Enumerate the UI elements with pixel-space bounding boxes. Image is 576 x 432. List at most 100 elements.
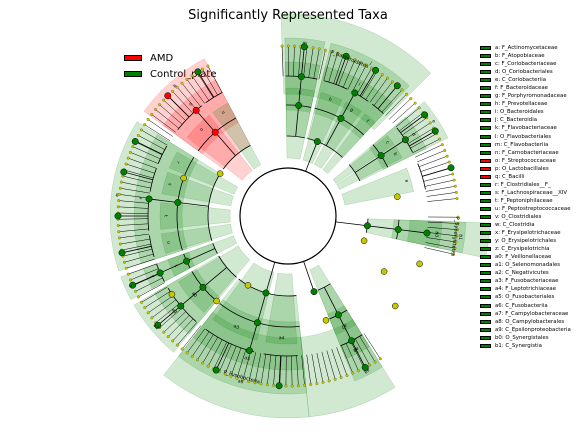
leaf-branch bbox=[147, 119, 173, 137]
leaf-node bbox=[120, 180, 123, 184]
leaf-branch bbox=[144, 124, 171, 141]
leaf-branch bbox=[121, 181, 151, 189]
leaf-node bbox=[428, 121, 432, 125]
clade-shade bbox=[109, 121, 199, 272]
leaf-node bbox=[116, 224, 120, 227]
leaf-node bbox=[453, 246, 457, 250]
clade-spoke bbox=[354, 155, 382, 173]
taxa-legend-item: r: F_Clostridiales__F_ bbox=[480, 181, 571, 189]
clade-shade bbox=[168, 151, 239, 195]
taxa-legend-swatch bbox=[480, 198, 491, 203]
leaf-branch bbox=[118, 228, 149, 232]
clade-spoke bbox=[214, 131, 236, 156]
clade-spoke bbox=[400, 114, 425, 134]
nonsignificant-node bbox=[394, 193, 401, 200]
clade-label: w bbox=[114, 193, 119, 198]
clade-label: a7 bbox=[340, 322, 348, 330]
taxa-legend-swatch bbox=[480, 327, 491, 332]
clade-label: b0 bbox=[433, 231, 440, 238]
figure-title: Significantly Represented Taxa bbox=[188, 8, 388, 23]
leaf-branch bbox=[213, 341, 228, 370]
clade-spoke bbox=[215, 342, 230, 371]
leaf-branch bbox=[138, 282, 165, 298]
leaf-branch bbox=[361, 71, 378, 97]
leaf-node bbox=[139, 128, 143, 132]
leaf-node bbox=[124, 162, 128, 166]
legend-swatch-control bbox=[124, 71, 142, 77]
leaf-branch bbox=[296, 355, 299, 386]
taxa-legend-item: b0: O_Synergistales bbox=[480, 334, 571, 342]
leaf-node bbox=[445, 154, 449, 158]
leaf-node bbox=[315, 382, 319, 385]
clade-node bbox=[164, 92, 172, 100]
taxa-legend-swatch bbox=[480, 166, 491, 171]
leaf-branch bbox=[306, 354, 312, 385]
clade-label: a8 bbox=[352, 345, 360, 353]
leaf-branch bbox=[392, 102, 416, 124]
clade-label: a5 bbox=[244, 355, 251, 362]
taxa-legend-swatch bbox=[480, 46, 491, 51]
leaf-node bbox=[284, 384, 288, 388]
clade-spoke bbox=[340, 92, 356, 119]
leaf-node bbox=[378, 357, 382, 361]
leaf-node bbox=[201, 361, 205, 365]
clade-spoke bbox=[335, 56, 347, 85]
taxa-legend-label: a: F_Actinomycetaceae bbox=[495, 45, 558, 51]
clade-spoke bbox=[197, 71, 215, 98]
leaf-node bbox=[180, 81, 184, 85]
leaf-branch bbox=[120, 238, 150, 245]
clade-label: g bbox=[349, 108, 354, 114]
clade-node bbox=[114, 212, 122, 220]
taxa-legend-swatch bbox=[480, 279, 491, 284]
clade-node bbox=[211, 128, 219, 136]
leaf-node bbox=[357, 369, 360, 373]
leaf-branch bbox=[410, 133, 437, 149]
clade-node bbox=[334, 311, 342, 319]
taxa-legend-label: m: C_Flavobacteriia bbox=[495, 141, 549, 148]
leaf-branch bbox=[318, 50, 326, 80]
leaf-branch bbox=[181, 325, 202, 350]
clade-spoke bbox=[303, 261, 315, 292]
legend-swatch-amd bbox=[124, 55, 142, 61]
node-layer bbox=[114, 43, 460, 390]
clade-shade bbox=[284, 37, 326, 113]
clade-node bbox=[120, 168, 128, 176]
clade-node bbox=[245, 347, 253, 355]
leaf-node bbox=[162, 330, 166, 334]
taxa-legend-label: h: F_Prevotellaceae bbox=[495, 101, 548, 108]
taxa-legend-swatch bbox=[480, 223, 491, 228]
leaf-branch bbox=[128, 263, 157, 275]
taxa-legend-swatch bbox=[480, 295, 491, 300]
leaf-branch bbox=[402, 117, 427, 136]
leaf-branch bbox=[424, 247, 454, 255]
leaf-node bbox=[438, 137, 442, 141]
taxa-legend: a: F_Actinomycetaceae b: F_Atopobiaceae c:… bbox=[480, 44, 571, 350]
leaf-node bbox=[229, 374, 233, 378]
clade-node bbox=[377, 152, 385, 159]
clade-spoke bbox=[257, 292, 267, 323]
leaf-node bbox=[128, 150, 132, 154]
leaf-node bbox=[190, 355, 194, 358]
leaf-node bbox=[455, 234, 459, 238]
clade-shade bbox=[322, 113, 376, 174]
leaf-branch bbox=[281, 46, 284, 77]
taxa-legend-item: a6: C_Fusobacteriia bbox=[480, 302, 571, 310]
leaf-branch bbox=[176, 86, 197, 111]
clade-spoke bbox=[177, 202, 209, 207]
clade-node bbox=[342, 52, 350, 60]
taxa-legend-label: b1: C_Synergistia bbox=[495, 342, 542, 349]
leaf-node bbox=[321, 380, 325, 384]
taxa-legend-swatch bbox=[480, 70, 491, 75]
leaf-node bbox=[185, 77, 189, 81]
leaf-node bbox=[140, 300, 143, 304]
clade-node bbox=[194, 68, 202, 76]
leaf-branch bbox=[293, 46, 295, 77]
clade-shade bbox=[133, 268, 221, 353]
leaf-branch bbox=[159, 307, 183, 328]
clade-arc bbox=[222, 145, 251, 170]
leaf-node bbox=[206, 364, 210, 368]
leaf-node bbox=[339, 376, 343, 379]
leaf-branch bbox=[172, 91, 194, 114]
leaf-branch bbox=[326, 350, 336, 380]
taxa-legend-swatch bbox=[480, 102, 491, 107]
